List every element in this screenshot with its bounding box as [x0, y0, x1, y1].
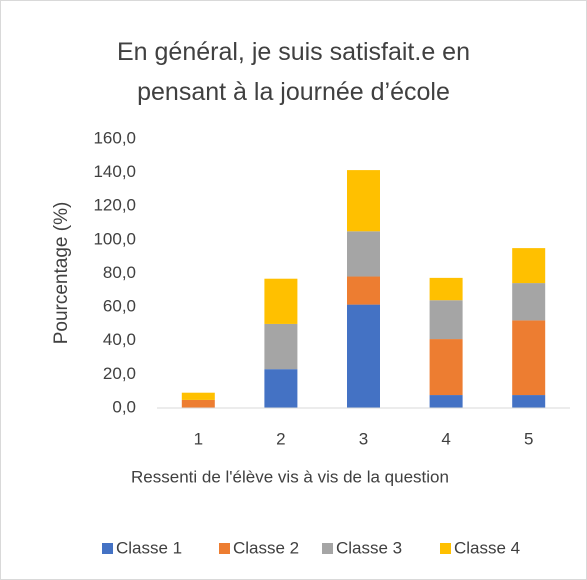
y-tick-label: 80,0: [103, 263, 136, 282]
x-tick-label: 5: [524, 429, 533, 448]
bar-segment: [181, 392, 215, 400]
bar-segment: [264, 278, 298, 324]
x-tick-label: 4: [441, 429, 450, 448]
bar-segment: [347, 231, 380, 277]
bar-segment: [347, 276, 380, 305]
bar-segment: [429, 339, 463, 396]
y-tick-label: 120,0: [93, 196, 136, 215]
legend-swatch: [219, 543, 230, 554]
y-tick-label: 140,0: [93, 162, 136, 181]
bar-segment: [512, 395, 546, 408]
y-axis-label: Pourcentage (%): [51, 202, 72, 345]
x-tick-label: 1: [194, 429, 203, 448]
y-tick-label: 160,0: [93, 128, 136, 147]
bar-segment: [347, 170, 380, 232]
y-tick-label: 100,0: [93, 229, 136, 248]
x-tick-label: 2: [276, 429, 285, 448]
chart-title: En général, je suis satisfait.e en pensa…: [117, 38, 470, 106]
legend-label: Classe 4: [454, 538, 520, 557]
bar-segment: [181, 399, 215, 408]
bar-segment: [347, 304, 380, 408]
legend-swatch: [102, 543, 113, 554]
y-tick-label: 60,0: [103, 297, 136, 316]
y-tick-label: 0,0: [112, 397, 136, 416]
legend-label: Classe 3: [336, 538, 402, 557]
y-tick-label: 20,0: [103, 364, 136, 383]
legend-swatch: [440, 543, 451, 554]
bar-segment: [512, 248, 546, 284]
legend-swatch: [322, 543, 333, 554]
bar-segment: [429, 277, 463, 301]
legend-label: Classe 2: [233, 538, 299, 557]
x-tick-label: 3: [359, 429, 368, 448]
bar-segment: [512, 283, 546, 321]
bar-segment: [512, 320, 546, 396]
x-axis-label: Ressenti de l'élève vis à vis de la ques…: [131, 467, 449, 486]
bar-segment: [429, 395, 463, 408]
bar-segment: [429, 300, 463, 340]
y-tick-label: 40,0: [103, 330, 136, 349]
legend-label: Classe 1: [116, 538, 182, 557]
bar-segment: [264, 323, 298, 370]
bar-segment: [264, 369, 298, 408]
